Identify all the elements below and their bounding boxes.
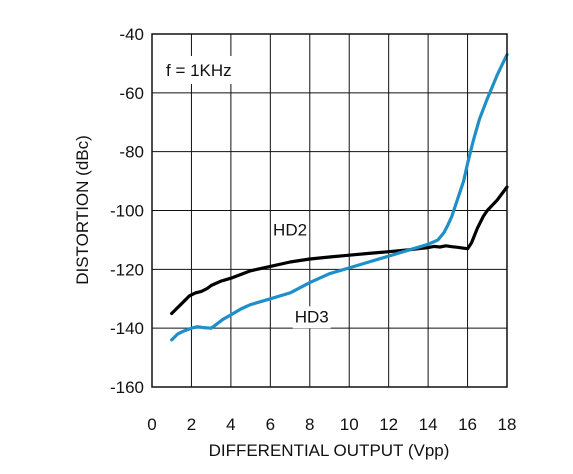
plot-frame: [151, 33, 508, 388]
tick-labels: 0 2 4 6 8 10 12 14 16 18 -40 -60 -80 -100 -120 -140 -160: [110, 25, 516, 434]
y-tick-label: -120: [110, 260, 144, 279]
x-tick-label: 6: [266, 415, 275, 434]
x-tick-label: 14: [419, 415, 438, 434]
x-tick-label: 18: [498, 415, 517, 434]
series-label-hd3: HD3: [295, 307, 329, 326]
x-tick-label: 0: [147, 415, 156, 434]
y-tick-label: -40: [119, 25, 144, 44]
annotation-bg: [160, 56, 252, 84]
y-tick-label: -80: [119, 143, 144, 162]
x-tick-label: 2: [187, 415, 196, 434]
x-tick-label: 4: [226, 415, 235, 434]
y-tick-label: -160: [110, 378, 144, 397]
x-tick-label: 10: [340, 415, 359, 434]
y-axis-title: DISTORTION (dBc): [73, 135, 92, 285]
series-line-hd2: [170, 185, 509, 316]
y-tick-label: -60: [119, 84, 144, 103]
x-tick-label: 16: [458, 415, 477, 434]
series-label-bg: [292, 306, 331, 329]
series-label-bg: [271, 219, 310, 242]
x-tick-label: 8: [305, 415, 314, 434]
series-labels: HD2 HD3: [271, 219, 331, 329]
series-lines: [170, 53, 509, 342]
x-tick-label: 12: [379, 415, 398, 434]
series-label-hd2: HD2: [273, 221, 307, 240]
y-tick-label: -100: [110, 202, 144, 221]
series-line-hd3: [170, 53, 509, 342]
x-axis-title: DIFFERENTIAL OUTPUT (Vpp): [209, 441, 450, 460]
frequency-annotation: f = 1KHz: [166, 61, 232, 80]
y-tick-label: -140: [110, 319, 144, 338]
